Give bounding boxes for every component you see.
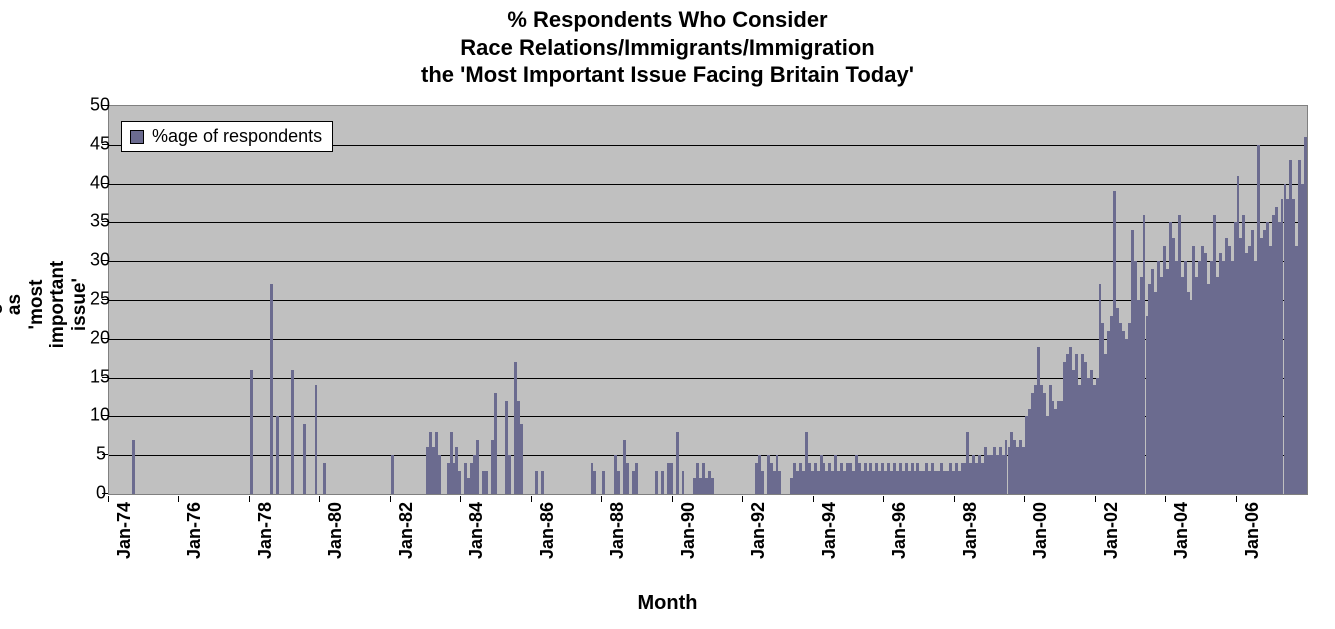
bar bbox=[778, 471, 781, 494]
x-tick-mark bbox=[672, 496, 673, 502]
x-axis: Jan-74 Jan-76 Jan-78 Jan-80 Jan-82 Jan-84 Jan-… bbox=[108, 496, 1308, 581]
bar bbox=[132, 440, 135, 494]
y-tick-mark bbox=[102, 221, 108, 222]
y-tick-mark bbox=[102, 493, 108, 494]
bar bbox=[1304, 137, 1307, 494]
x-tick-mark bbox=[883, 496, 884, 502]
bar bbox=[276, 416, 279, 494]
x-tick-label: Jan-00 bbox=[1030, 502, 1051, 559]
chart-title: % Respondents Who Consider Race Relation… bbox=[0, 0, 1335, 89]
chart-container: % Respondents Who Consider Race Relation… bbox=[0, 0, 1335, 629]
bar bbox=[676, 432, 679, 494]
bar bbox=[617, 471, 620, 494]
gridline bbox=[109, 184, 1307, 185]
x-tick-label: Jan-74 bbox=[114, 502, 135, 559]
bar bbox=[485, 471, 488, 494]
bar bbox=[315, 385, 318, 494]
bar bbox=[761, 471, 764, 494]
bar bbox=[323, 463, 326, 494]
y-axis-label-text: % seeing immigration as 'most important … bbox=[0, 251, 91, 360]
y-tick-mark bbox=[102, 105, 108, 106]
x-tick-mark bbox=[1165, 496, 1166, 502]
x-tick-label: Jan-80 bbox=[325, 502, 346, 559]
bar bbox=[541, 471, 544, 494]
x-tick-label: Jan-88 bbox=[607, 502, 628, 559]
x-tick-label: Jan-98 bbox=[960, 502, 981, 559]
x-tick-label: Jan-92 bbox=[748, 502, 769, 559]
bar bbox=[520, 424, 523, 494]
x-tick-mark bbox=[1236, 496, 1237, 502]
x-tick-label: Jan-82 bbox=[396, 502, 417, 559]
bar bbox=[476, 440, 479, 494]
y-axis-label: % seeing immigration as 'most important … bbox=[10, 115, 40, 495]
x-tick-label: Jan-86 bbox=[537, 502, 558, 559]
bar bbox=[602, 471, 605, 494]
x-tick-mark bbox=[460, 496, 461, 502]
bar bbox=[535, 471, 538, 494]
x-tick-mark bbox=[390, 496, 391, 502]
plot-area: %age of respondents bbox=[108, 105, 1308, 495]
bar bbox=[270, 284, 273, 494]
y-tick-mark bbox=[102, 454, 108, 455]
bar bbox=[626, 463, 629, 494]
bar bbox=[303, 424, 306, 494]
x-tick-mark bbox=[601, 496, 602, 502]
bar bbox=[670, 463, 673, 494]
bar bbox=[291, 370, 294, 494]
y-tick-mark bbox=[102, 144, 108, 145]
bar bbox=[250, 370, 253, 494]
y-tick-mark bbox=[102, 338, 108, 339]
bar bbox=[682, 471, 685, 494]
bar bbox=[655, 471, 658, 494]
x-tick-label: Jan-76 bbox=[184, 502, 205, 559]
bar bbox=[494, 393, 497, 494]
x-tick-label: Jan-78 bbox=[255, 502, 276, 559]
bar bbox=[508, 455, 511, 494]
gridline bbox=[109, 300, 1307, 301]
x-tick-mark bbox=[319, 496, 320, 502]
title-line-1: % Respondents Who Consider bbox=[0, 6, 1335, 34]
x-tick-mark bbox=[531, 496, 532, 502]
x-tick-label: Jan-04 bbox=[1171, 502, 1192, 559]
x-tick-mark bbox=[813, 496, 814, 502]
y-tick-mark bbox=[102, 183, 108, 184]
x-tick-mark bbox=[178, 496, 179, 502]
x-tick-label: Jan-06 bbox=[1242, 502, 1263, 559]
x-tick-mark bbox=[1095, 496, 1096, 502]
y-tick-mark bbox=[102, 260, 108, 261]
x-tick-mark bbox=[108, 496, 109, 502]
legend-label: %age of respondents bbox=[152, 126, 322, 147]
title-line-3: the 'Most Important Issue Facing Britain… bbox=[0, 61, 1335, 89]
bar bbox=[661, 471, 664, 494]
x-tick-label: Jan-84 bbox=[466, 502, 487, 559]
y-tick-mark bbox=[102, 299, 108, 300]
title-line-2: Race Relations/Immigrants/Immigration bbox=[0, 34, 1335, 62]
x-tick-label: Jan-94 bbox=[819, 502, 840, 559]
bar bbox=[593, 471, 596, 494]
gridline bbox=[109, 222, 1307, 223]
legend: %age of respondents bbox=[121, 121, 333, 152]
y-tick-mark bbox=[102, 377, 108, 378]
x-tick-mark bbox=[249, 496, 250, 502]
bar bbox=[635, 463, 638, 494]
x-tick-mark bbox=[1024, 496, 1025, 502]
y-tick-mark bbox=[102, 415, 108, 416]
x-tick-mark bbox=[742, 496, 743, 502]
x-tick-label: Jan-90 bbox=[678, 502, 699, 559]
x-tick-mark bbox=[954, 496, 955, 502]
x-tick-label: Jan-96 bbox=[889, 502, 910, 559]
gridline bbox=[109, 261, 1307, 262]
bar bbox=[438, 455, 441, 494]
x-axis-label: Month bbox=[0, 592, 1335, 615]
bar bbox=[711, 478, 714, 494]
bar bbox=[391, 455, 394, 494]
x-tick-label: Jan-02 bbox=[1101, 502, 1122, 559]
legend-swatch-icon bbox=[130, 130, 144, 144]
bar bbox=[458, 471, 461, 494]
